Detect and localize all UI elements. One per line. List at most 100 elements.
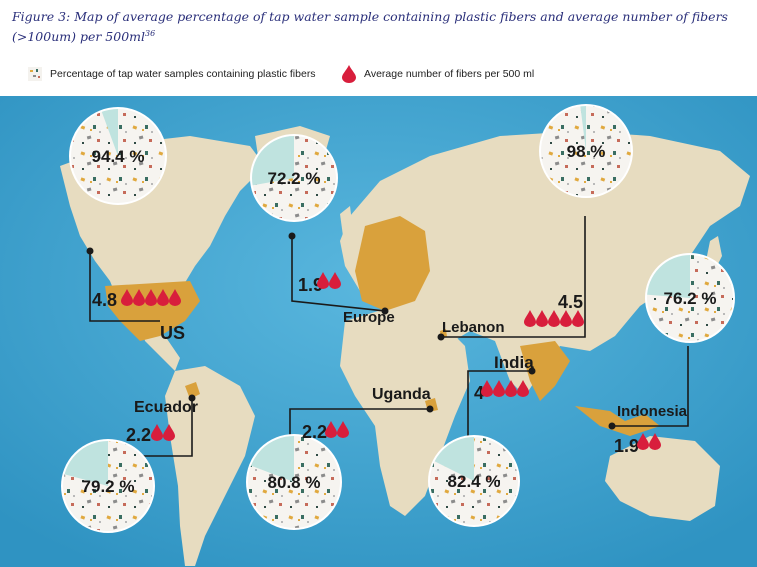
drops-lebanon <box>524 310 584 327</box>
percentage-india: 82.4 % <box>448 472 501 491</box>
australia <box>605 436 720 521</box>
drop-icon <box>548 310 560 327</box>
fibers-us: 4.8 <box>92 290 117 310</box>
dot-us <box>86 247 94 255</box>
drop-icon <box>157 289 169 306</box>
drop-icon <box>121 289 133 306</box>
pie-border-indonesia <box>645 253 735 343</box>
label-ecuador: Ecuador <box>134 399 198 416</box>
country-labels: US Europe Lebanon Indonesia India Uganda… <box>134 309 688 420</box>
percentage-lebanon: 98 % <box>567 142 606 161</box>
drop-icon <box>572 310 584 327</box>
label-us: US <box>160 323 185 343</box>
connector-lebanon <box>441 216 586 338</box>
fibers-uganda: 2.2 <box>302 422 327 442</box>
drop-icon <box>317 272 329 289</box>
caption-text: Figure 3: Map of average percentage of t… <box>12 9 728 45</box>
connector-dots <box>86 232 616 430</box>
region-europe <box>355 216 430 311</box>
pie-uganda: 80.8 % <box>246 434 342 530</box>
drop-icon <box>524 310 536 327</box>
drop-icon <box>649 433 661 450</box>
drop-icon <box>481 380 493 397</box>
terrazzo-swatch-icon <box>28 67 42 81</box>
legend-percentage: Percentage of tap water samples containi… <box>28 66 316 82</box>
drop-icon <box>536 310 548 327</box>
drops-ecuador <box>151 424 175 441</box>
legend-fibers-label: Average number of fibers per 500 ml <box>364 68 535 80</box>
fibers-europe: 1.9 <box>298 275 323 295</box>
world-map: 94.4 % 72.2 % 98 % 76.2 % 82.4 % 80.8 % 79.2 %… <box>0 96 757 567</box>
region-ecuador <box>185 382 200 399</box>
label-lebanon: Lebanon <box>442 319 505 336</box>
dot-europe <box>288 232 296 240</box>
pie-slice-us <box>69 108 166 204</box>
drops-indonesia <box>637 433 661 450</box>
drop-icon <box>133 289 145 306</box>
pie-border-ecuador <box>61 439 155 533</box>
pie-slice-ecuador <box>62 440 154 532</box>
pie-india: 82.4 % <box>428 435 520 527</box>
pie-slice-lebanon <box>540 105 632 197</box>
connector-lines <box>89 216 689 481</box>
legend-percentage-label: Percentage of tap water samples containi… <box>50 68 316 80</box>
percentage-uganda: 80.8 % <box>268 473 321 492</box>
drops-us <box>121 289 181 306</box>
percentage-us: 94.4 % <box>92 147 145 166</box>
fibers-india: 4 <box>474 383 484 403</box>
label-europe: Europe <box>343 309 395 326</box>
dot-uganda <box>426 405 434 413</box>
pie-slice-indonesia <box>646 254 734 342</box>
pie-slice-europe <box>251 135 337 221</box>
dot-europe-end <box>381 307 389 315</box>
region-india <box>520 341 570 401</box>
drop-icon <box>325 421 337 438</box>
fiber-drops <box>121 272 661 450</box>
drop-icon <box>145 289 157 306</box>
pie-border-india <box>428 435 520 527</box>
percentage-indonesia: 76.2 % <box>664 289 717 308</box>
drop-icon <box>560 310 572 327</box>
fiber-values: 4.8 1.9 4.5 1.9 4 2.2 2.2 <box>92 275 639 456</box>
drop-icon <box>493 380 505 397</box>
pie-lebanon: 98 % <box>539 104 633 198</box>
drop-icon <box>169 289 181 306</box>
drops-europe <box>317 272 341 289</box>
label-india: India <box>494 353 534 372</box>
connector-us <box>89 251 160 322</box>
drop-icon <box>151 424 163 441</box>
pie-slice-uganda <box>246 435 341 529</box>
pie-us: 94.4 % <box>69 107 167 205</box>
legend-fibers: Average number of fibers per 500 ml <box>342 65 535 83</box>
water-drop-icon <box>342 65 356 83</box>
dot-india <box>528 367 536 375</box>
percentage-ecuador: 79.2 % <box>82 477 135 496</box>
drops-uganda <box>325 421 349 438</box>
africa <box>340 306 470 516</box>
fibers-indonesia: 1.9 <box>614 436 639 456</box>
figure-caption: Figure 3: Map of average percentage of t… <box>12 8 747 45</box>
pie-europe: 72.2 % <box>250 134 338 222</box>
connector-indonesia <box>612 346 689 427</box>
drop-icon <box>329 272 341 289</box>
pie-border-us <box>69 107 167 205</box>
pie-indonesia: 76.2 % <box>645 253 735 343</box>
drop-icon <box>163 424 175 441</box>
dot-indonesia <box>608 422 616 430</box>
label-indonesia: Indonesia <box>617 403 688 420</box>
caption-reference: 36 <box>145 29 156 38</box>
drop-icon <box>505 380 517 397</box>
region-indonesia <box>575 406 660 436</box>
fibers-lebanon: 4.5 <box>558 292 583 312</box>
connector-europe <box>291 236 386 312</box>
dot-lebanon <box>437 333 445 341</box>
label-uganda: Uganda <box>372 386 431 403</box>
pie-slice-india <box>429 436 519 526</box>
drop-icon <box>337 421 349 438</box>
drops-india <box>481 380 529 397</box>
pie-charts: 94.4 % 72.2 % 98 % 76.2 % 82.4 % 80.8 % 79.2 % <box>61 104 735 533</box>
fibers-ecuador: 2.2 <box>126 425 151 445</box>
drop-icon <box>517 380 529 397</box>
pie-border-uganda <box>246 434 342 530</box>
